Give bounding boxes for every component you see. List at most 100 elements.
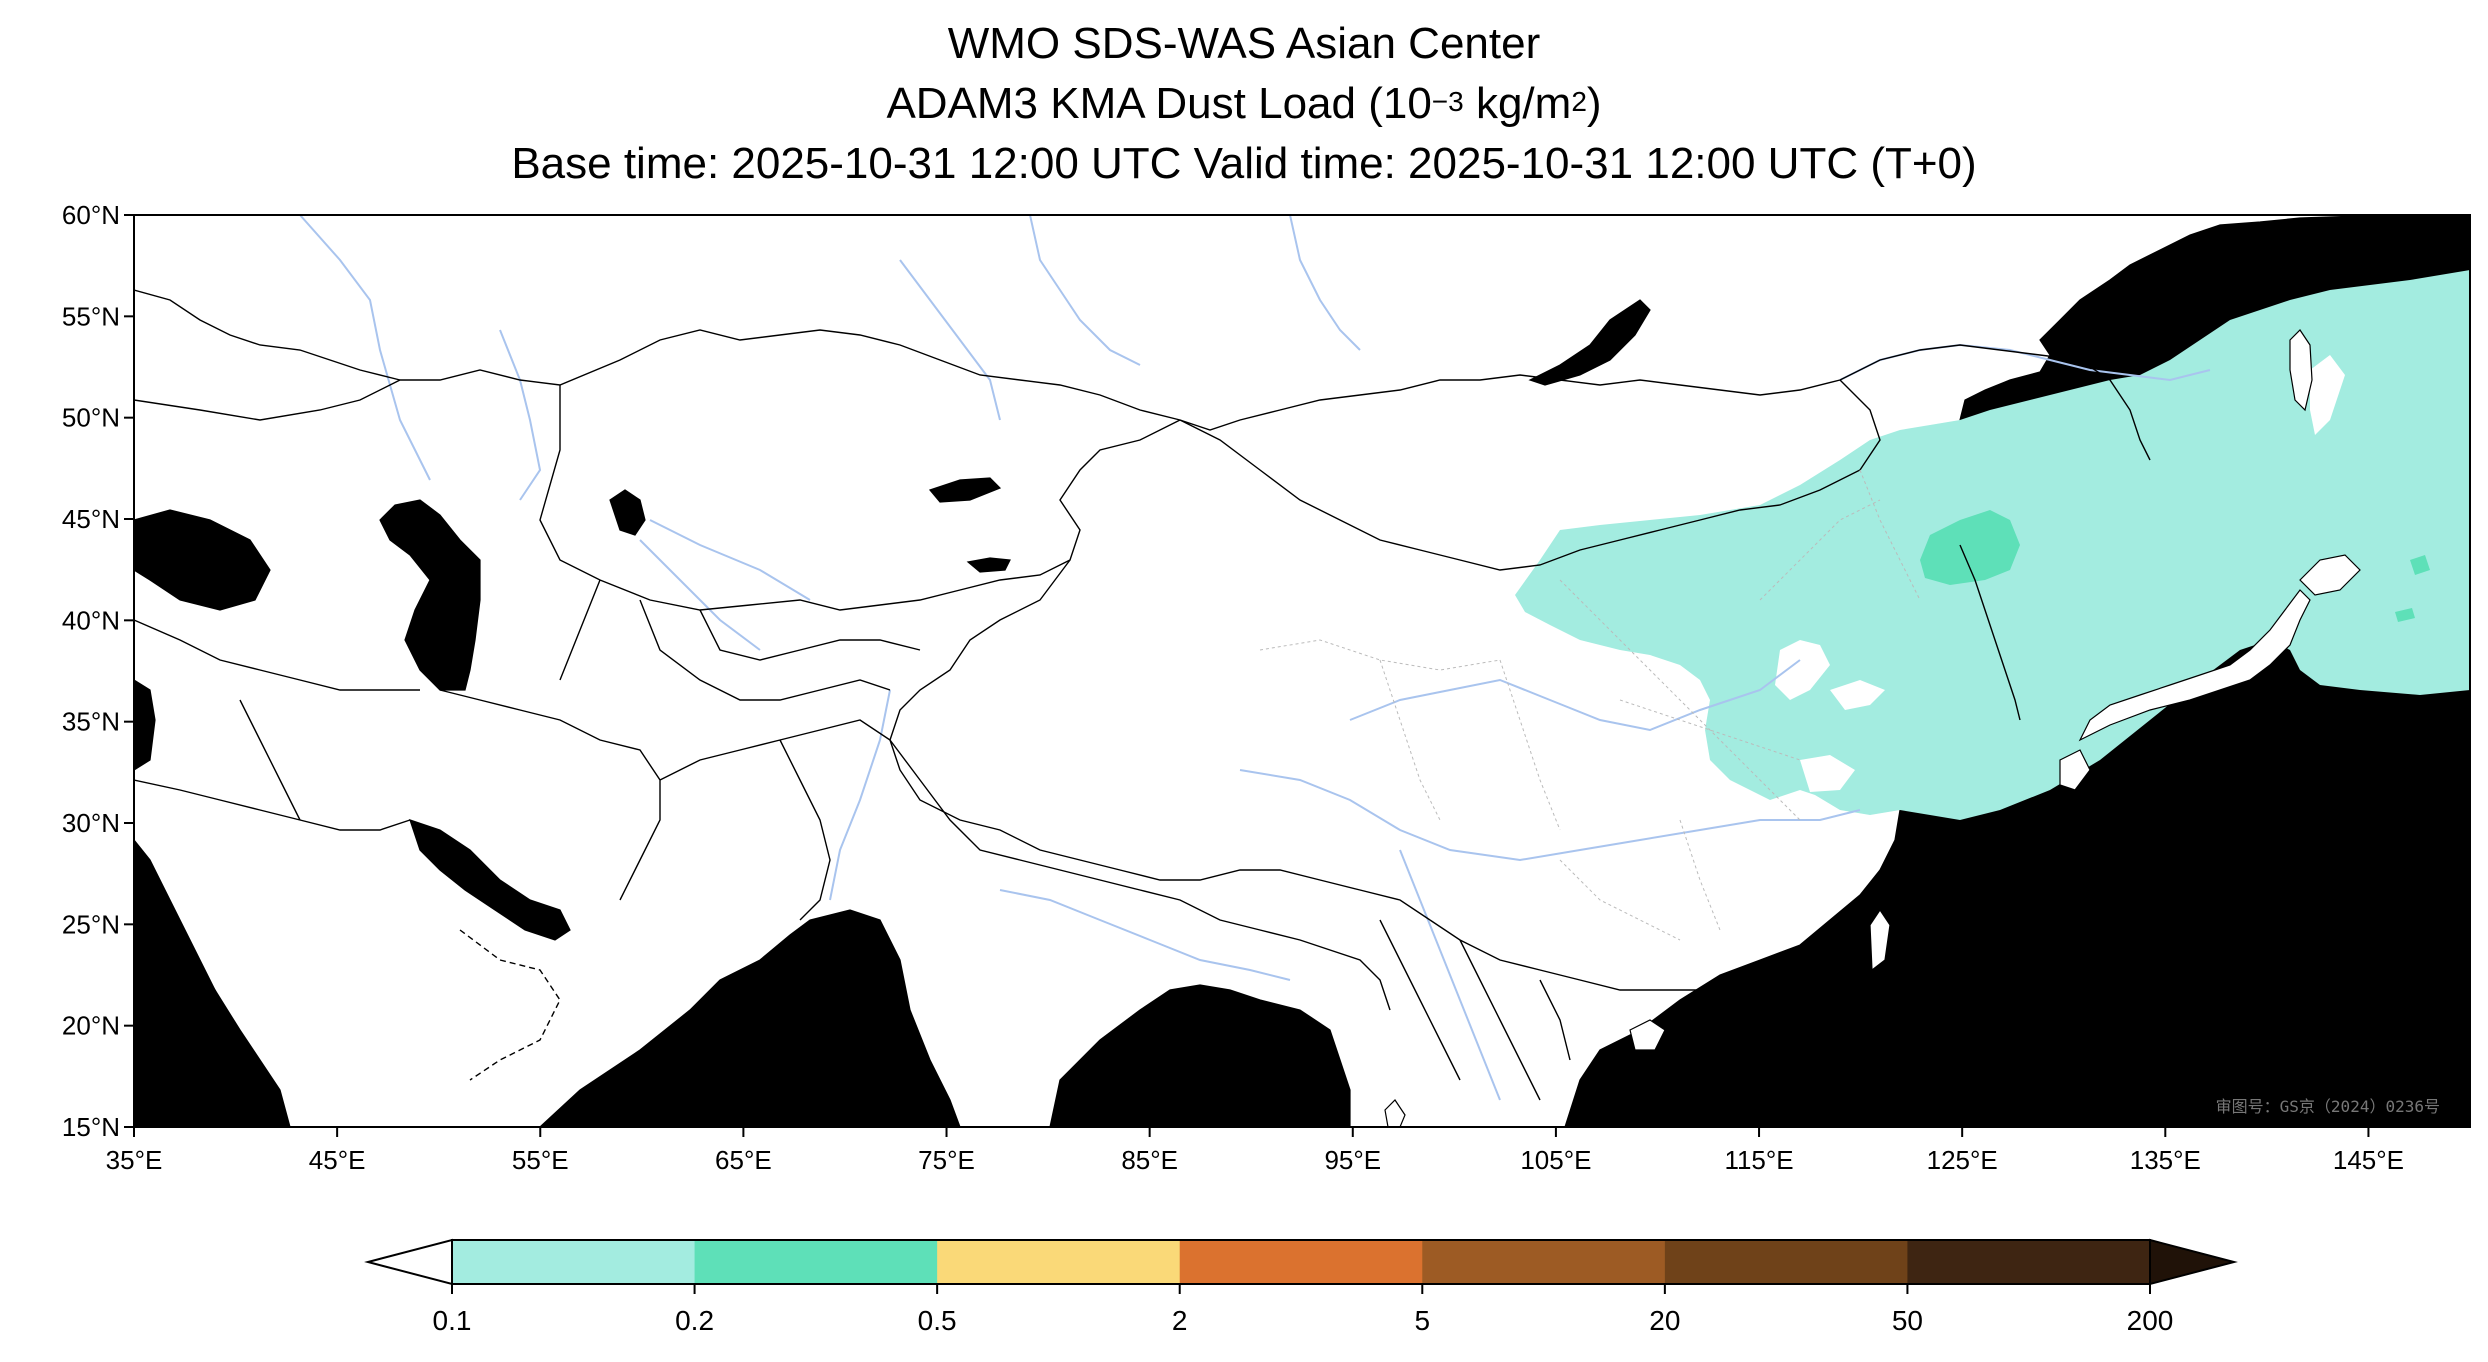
ob-river bbox=[1029, 215, 1141, 366]
colorbar-tick-label: 0.5 bbox=[918, 1305, 957, 1336]
kazakhstan-border bbox=[539, 385, 1181, 611]
lon-tick-label: 35°E bbox=[106, 1145, 163, 1175]
ural-river bbox=[499, 329, 542, 501]
colorbar-tick-label: 50 bbox=[1892, 1305, 1923, 1336]
dust-dense-spot-2 bbox=[2395, 608, 2415, 622]
mekong-river bbox=[1399, 849, 1501, 1101]
southeast-asia-borders bbox=[1379, 919, 1571, 1101]
colorbar-under-triangle bbox=[364, 1238, 453, 1286]
colorbar-tick-label: 20 bbox=[1649, 1305, 1680, 1336]
lat-tick-label: 25°N bbox=[62, 909, 120, 939]
irtysh-river bbox=[899, 259, 1001, 421]
lat-tick-label: 15°N bbox=[62, 1112, 120, 1142]
colorbar-segment bbox=[452, 1240, 696, 1284]
colorbar: 0.1 0.2 0.5 2 5 20 50 200 bbox=[364, 1238, 2238, 1336]
map-approval-watermark: 审图号：GS京（2024）0236号 bbox=[2216, 1097, 2440, 1116]
colorbar-ticks: 0.1 0.2 0.5 2 5 20 50 200 bbox=[433, 1284, 2174, 1336]
lon-tick-label: 45°E bbox=[309, 1145, 366, 1175]
lon-tick-label: 65°E bbox=[715, 1145, 772, 1175]
yenisei-river bbox=[1289, 215, 1361, 351]
colorbar-frame bbox=[451, 1239, 2151, 1285]
colorbar-segment bbox=[694, 1240, 938, 1284]
lon-tick-label: 55°E bbox=[512, 1145, 569, 1175]
russia-southern-border bbox=[134, 329, 1841, 431]
title-times: Base time: 2025-10-31 12:00 UTC Valid ti… bbox=[511, 139, 1977, 188]
yangtze-river bbox=[1239, 769, 1861, 862]
mongolia-border bbox=[1179, 379, 1881, 571]
latitude-axis: 60°N 55°N 50°N 45°N 40°N 35°N 30°N 25°N 20°N 15°N bbox=[62, 200, 134, 1142]
colorbar-segment bbox=[1422, 1240, 1666, 1284]
province-borders bbox=[1259, 469, 1921, 941]
sakhalin-island bbox=[2289, 329, 2313, 412]
yellow-river bbox=[1349, 659, 1801, 732]
land-gap-shandong bbox=[1830, 680, 1885, 710]
colorbar-tick-label: 2 bbox=[1172, 1305, 1188, 1336]
colorbar-tick-label: 0.1 bbox=[433, 1305, 472, 1336]
lat-tick-label: 30°N bbox=[62, 808, 120, 838]
colorbar-tick-label: 200 bbox=[2127, 1305, 2174, 1336]
taiwan-island bbox=[1869, 908, 1891, 972]
central-asia-borders bbox=[559, 579, 921, 701]
dust-plume bbox=[1515, 270, 2470, 820]
china-southern-border bbox=[1429, 919, 1741, 991]
arabian-sea bbox=[539, 909, 961, 1127]
lon-tick-label: 75°E bbox=[918, 1145, 975, 1175]
figure-title: WMO SDS-WAS Asian Center ADAM3 KMA Dust … bbox=[0, 14, 2488, 194]
lon-tick-label: 85°E bbox=[1121, 1145, 1178, 1175]
middle-east-borders bbox=[134, 619, 420, 831]
korea-border bbox=[1959, 544, 2021, 721]
syr-darya-river bbox=[649, 519, 811, 601]
ganges-river bbox=[999, 889, 1291, 981]
colorbar-segment bbox=[937, 1240, 1181, 1284]
dust-dense-region bbox=[1920, 510, 2020, 585]
lat-tick-label: 45°N bbox=[62, 504, 120, 534]
colorbar-over-triangle bbox=[2149, 1238, 2238, 1286]
indus-river bbox=[829, 689, 891, 901]
lat-tick-label: 60°N bbox=[62, 200, 120, 230]
lon-tick-label: 125°E bbox=[1927, 1145, 1998, 1175]
map-frame bbox=[133, 214, 2471, 1128]
kyushu-island bbox=[2059, 749, 2091, 791]
aral-sea bbox=[609, 489, 646, 536]
hokkaido-island bbox=[2299, 554, 2361, 596]
map-area: 审图号：GS京（2024）0236号 bbox=[134, 215, 2470, 1127]
land-gap-sakhalin bbox=[2310, 355, 2345, 435]
baltic-border bbox=[134, 289, 401, 381]
land-gap-north-china bbox=[1775, 640, 1830, 700]
title-center-name: WMO SDS-WAS Asian Center bbox=[947, 19, 1541, 68]
lat-tick-label: 55°N bbox=[62, 301, 120, 331]
iran-afghanistan-pakistan-borders bbox=[439, 689, 891, 921]
china-western-border bbox=[889, 559, 1431, 921]
country-borders bbox=[134, 289, 2151, 1101]
lat-tick-label: 20°N bbox=[62, 1011, 120, 1041]
red-sea bbox=[134, 839, 266, 1101]
lon-tick-label: 115°E bbox=[1724, 1145, 1793, 1175]
title-product: ADAM3 KMA Dust Load (10−3 kg/m2) bbox=[886, 79, 1602, 128]
longitude-axis: 35°E 45°E 55°E 65°E 75°E 85°E 95°E 105°E 115°E 12… bbox=[106, 1127, 2404, 1175]
lat-tick-label: 35°N bbox=[62, 707, 120, 737]
lon-tick-label: 145°E bbox=[2333, 1145, 2404, 1175]
lat-tick-label: 50°N bbox=[62, 403, 120, 433]
land-gap-inland bbox=[1800, 755, 1855, 792]
lon-tick-label: 95°E bbox=[1324, 1145, 1381, 1175]
india-borders bbox=[889, 739, 1391, 1011]
colorbar-segment bbox=[1907, 1240, 2151, 1284]
colorbar-tick-label: 0.2 bbox=[675, 1305, 714, 1336]
honshu-island bbox=[2078, 589, 2311, 742]
russia-east-border bbox=[1839, 344, 2151, 461]
colorbar-segment bbox=[1179, 1240, 1423, 1284]
lat-tick-label: 40°N bbox=[62, 605, 120, 635]
lake-issyk-kul bbox=[966, 557, 1011, 573]
colorbar-tick-label: 5 bbox=[1414, 1305, 1430, 1336]
arabia-borders bbox=[459, 929, 561, 1081]
persian-gulf bbox=[409, 819, 571, 941]
mediterranean-sea bbox=[134, 679, 156, 771]
lon-tick-label: 135°E bbox=[2130, 1145, 2201, 1175]
volga-river bbox=[299, 215, 431, 481]
black-sea bbox=[134, 509, 271, 611]
japan-islands bbox=[1384, 329, 2361, 1127]
lake-baikal bbox=[1528, 299, 1651, 386]
dust-dense-spot-1 bbox=[2410, 555, 2430, 575]
amu-darya-river bbox=[639, 539, 761, 651]
